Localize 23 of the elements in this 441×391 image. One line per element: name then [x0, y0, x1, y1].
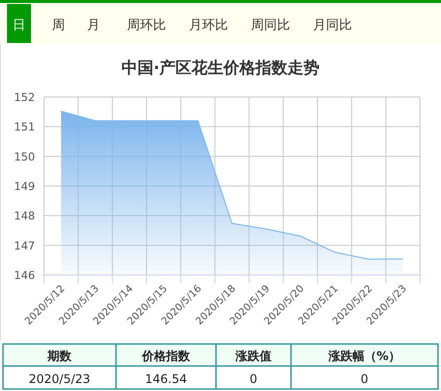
y-tick-label: 152 [14, 91, 35, 104]
text: 0 [360, 372, 368, 386]
text: 日 [12, 18, 26, 33]
text: 周环比 [127, 18, 166, 33]
text: 涨跌值 [234, 349, 272, 363]
text: 146.54 [145, 372, 187, 386]
text: 月环比 [189, 18, 228, 33]
text: 价格指数 [141, 349, 191, 363]
y-tick-label: 151 [14, 120, 35, 134]
y-tick-label: 146 [14, 269, 35, 282]
text: 涨跌幅（%） [327, 349, 401, 363]
text: 期数 [46, 349, 72, 363]
text: 周同比 [251, 18, 290, 33]
text: 2020/5/23 [28, 372, 90, 386]
y-tick-label: 149 [14, 180, 35, 193]
text: 月同比 [313, 18, 352, 33]
chart-title: 中国·产区花生价格指数走势 [121, 58, 320, 77]
y-tick-label: 150 [14, 150, 35, 164]
text: 0 [250, 372, 258, 386]
text: 周 [52, 18, 65, 33]
y-tick-label: 148 [14, 210, 35, 223]
text: 月 [87, 18, 100, 33]
y-tick-label: 147 [14, 239, 35, 252]
